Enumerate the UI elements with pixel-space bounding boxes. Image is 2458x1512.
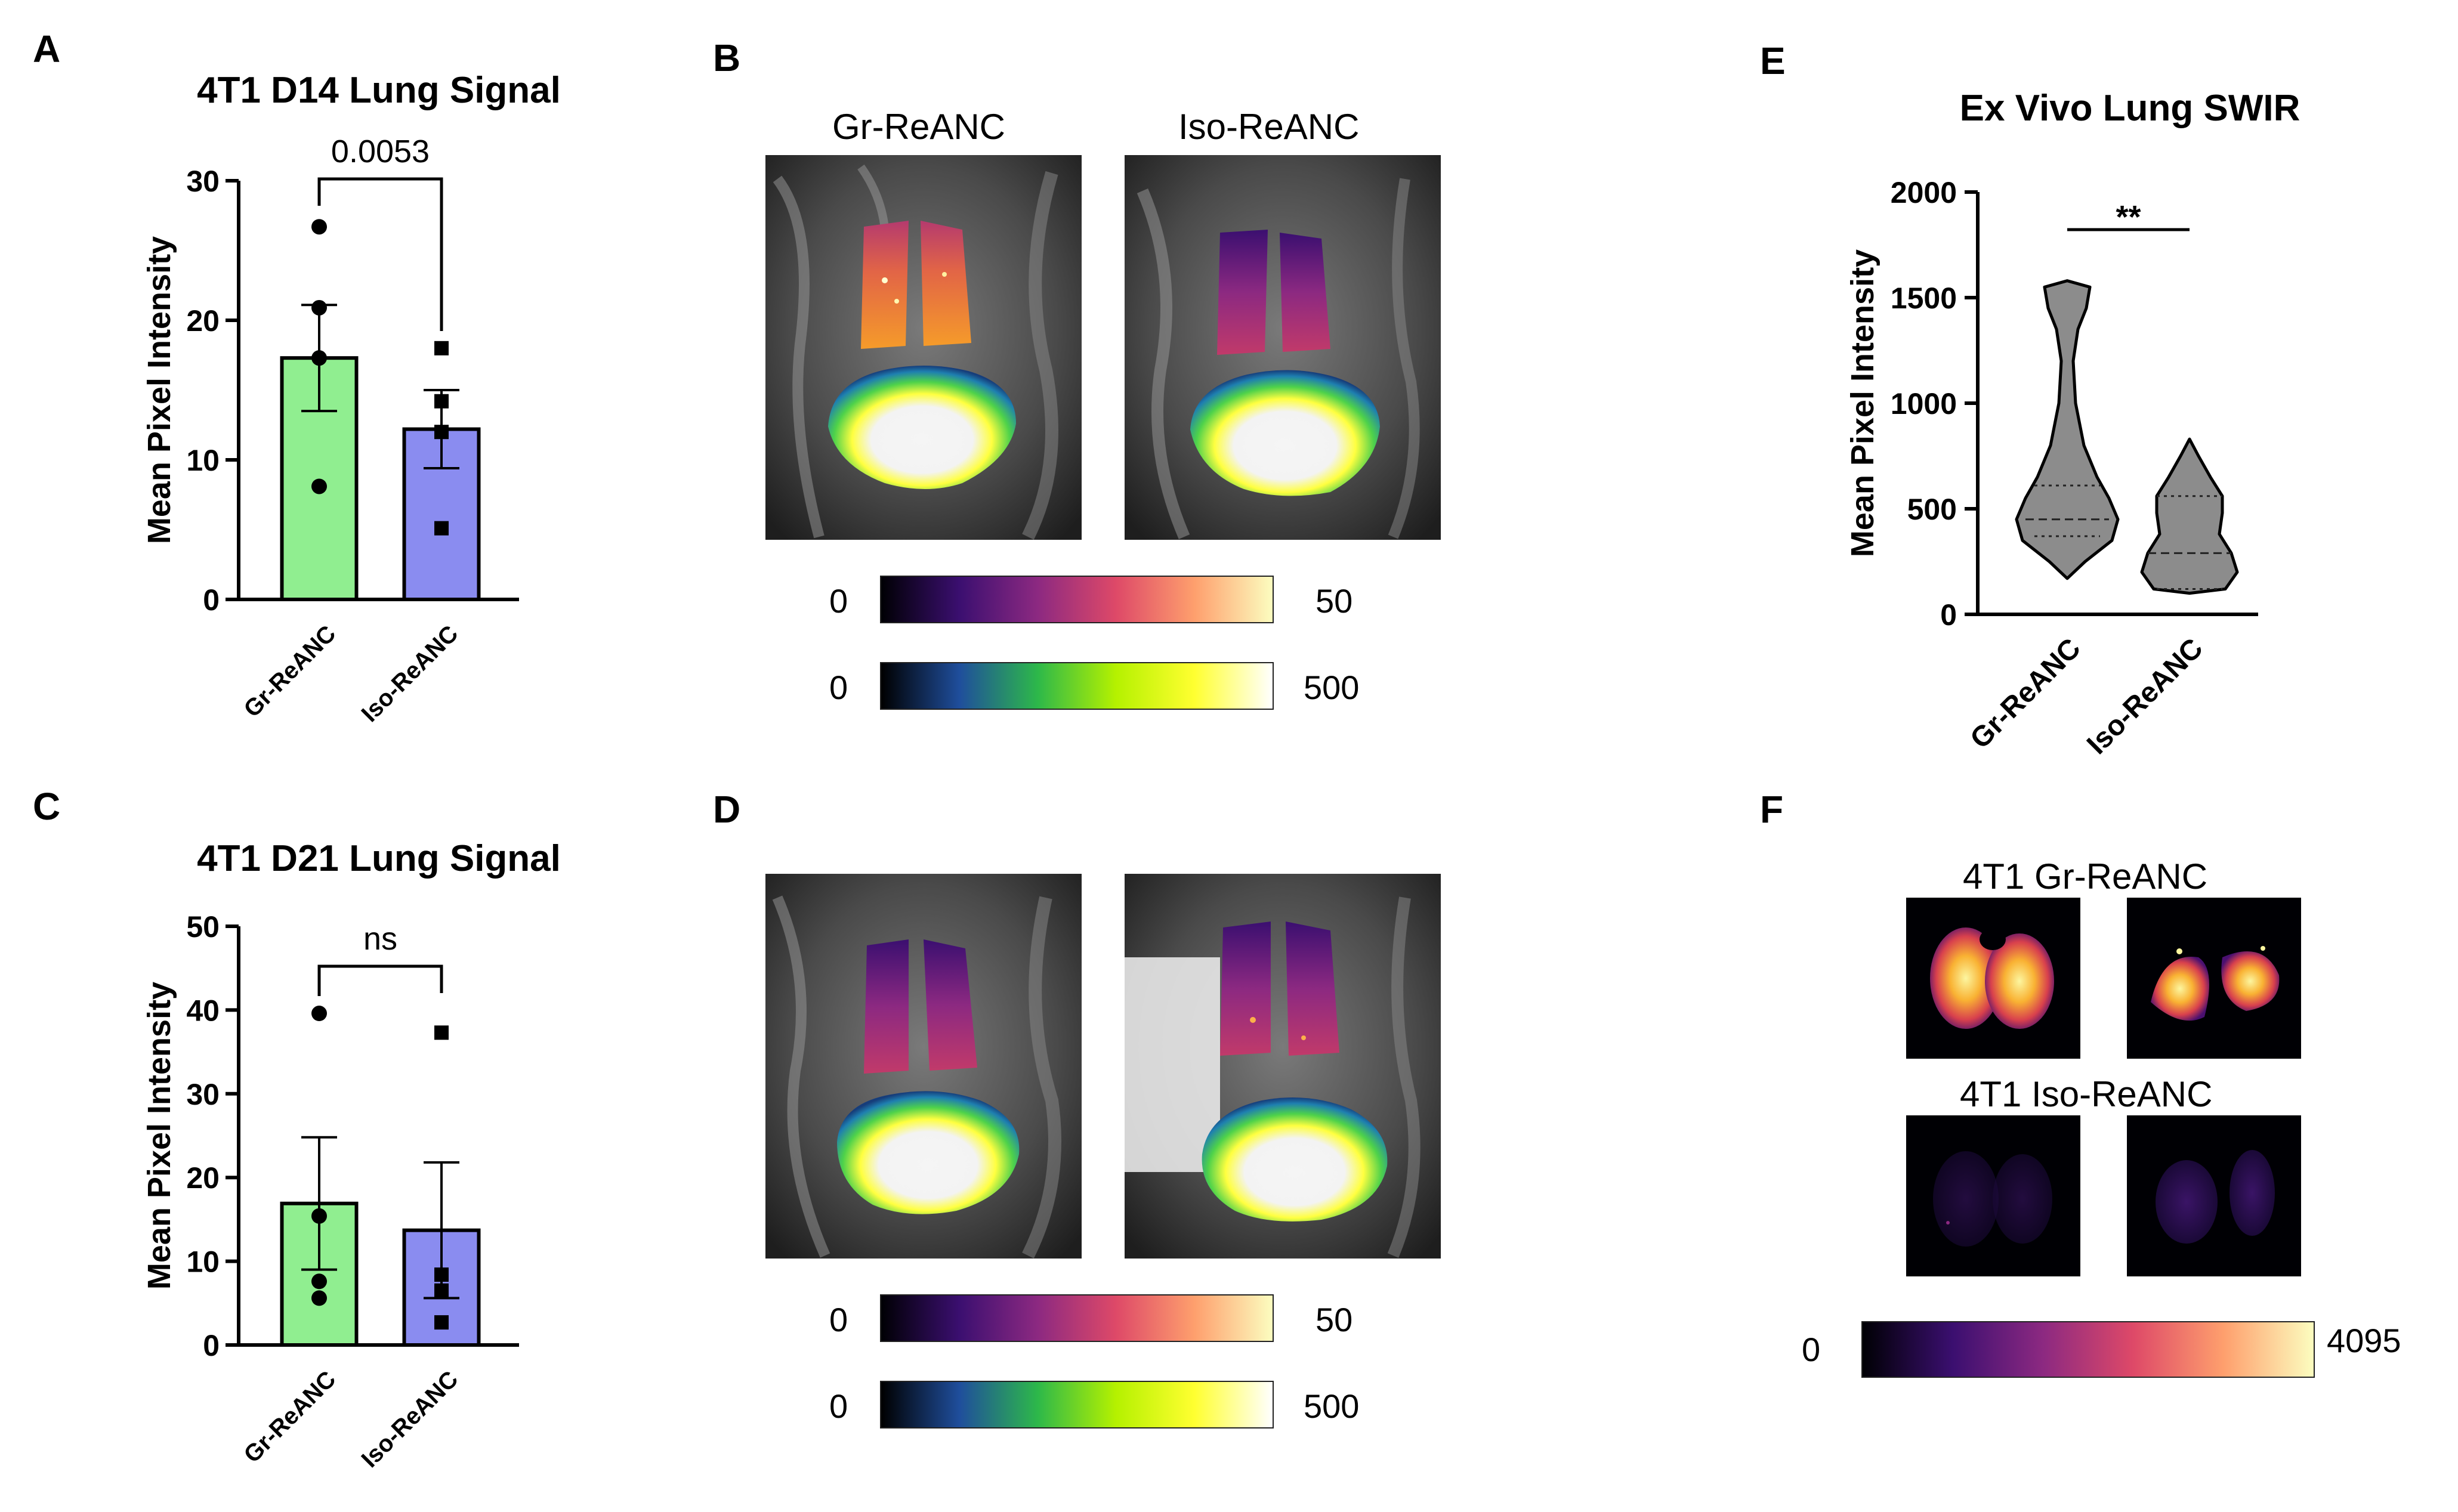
y-tick-label: 10 <box>186 1245 220 1279</box>
x-tick-label: Iso-ReANC <box>357 1366 464 1473</box>
data-point <box>434 1025 449 1040</box>
panel-b-image-iso-reanc <box>1125 155 1441 540</box>
data-point <box>434 1283 449 1298</box>
chart-title: Ex Vivo Lung SWIR <box>1960 88 2300 129</box>
y-axis-label: Mean Pixel Intensity <box>141 236 177 544</box>
x-tick-label: Gr-ReANC <box>239 1366 341 1468</box>
data-point <box>434 341 449 355</box>
panel-f-image-iso-1 <box>1906 1115 2080 1276</box>
data-point <box>434 425 449 440</box>
panel-d-colorbar-2-max: 500 <box>1304 1387 1360 1425</box>
chart-e-ex-vivo-lung-swir: Ex Vivo Lung SWIR Mean Pixel Intensity 0 50… <box>1845 88 2300 760</box>
y-tick-label: 1000 <box>1891 387 1957 420</box>
panel-d-colorbar-1-max: 50 <box>1316 1301 1353 1338</box>
data-point <box>311 350 327 366</box>
significance-label: ns <box>363 921 397 957</box>
y-tick-label: 40 <box>186 994 220 1027</box>
panel-letter-a: A <box>33 27 61 70</box>
significance-bracket <box>317 964 443 996</box>
data-point <box>311 299 327 316</box>
panel-b-image-gr-reanc <box>765 155 1082 540</box>
panel-f-colorbar-min: 0 <box>1802 1331 1821 1368</box>
panel-letter-c: C <box>33 785 61 828</box>
panel-b-colorbar-viridis <box>880 662 1274 710</box>
panel-b-colorbar-1-max: 50 <box>1316 582 1353 620</box>
data-point <box>434 1267 449 1282</box>
panel-b-colorbar-2-min: 0 <box>829 669 848 706</box>
panel-f-image-gr-2 <box>2127 898 2301 1059</box>
y-tick-label: 0 <box>203 1329 220 1362</box>
y-tick-label: 500 <box>1907 493 1957 526</box>
significance-bracket <box>317 177 443 331</box>
y-tick-label: 30 <box>186 1078 220 1111</box>
panel-letter-d: D <box>713 788 741 831</box>
panel-f-image-iso-2 <box>2127 1115 2301 1276</box>
y-tick-label: 1500 <box>1891 282 1957 315</box>
panel-f-row-label-gr-reanc: 4T1 Gr-ReANC <box>1963 857 2208 896</box>
panel-d-colorbar-viridis <box>880 1381 1274 1428</box>
data-point <box>434 521 449 536</box>
significance-label: 0.0053 <box>331 134 430 169</box>
data-point <box>311 1273 327 1290</box>
chart-a-d14-lung-signal: 4T1 D14 Lung Signal Mean Pixel Intensity 0… <box>141 70 561 727</box>
y-axis-label: Mean Pixel Intensity <box>1845 249 1880 557</box>
violin-gr-reanc <box>2015 279 2120 580</box>
panel-b-colorbar-1-min: 0 <box>829 582 848 620</box>
panel-d-image-iso-reanc <box>1125 874 1441 1259</box>
data-point <box>434 1315 449 1330</box>
panel-letter-e: E <box>1760 39 1786 82</box>
panel-f-image-gr-1 <box>1906 898 2080 1059</box>
y-tick-label: 20 <box>186 1161 220 1195</box>
data-point <box>434 394 449 409</box>
y-tick-label: 0 <box>1940 598 1957 632</box>
y-tick-label: 10 <box>186 444 220 477</box>
data-point <box>311 1006 327 1022</box>
panel-b-label-gr-reanc: Gr-ReANC <box>832 107 1006 147</box>
y-tick-label: 50 <box>186 910 220 944</box>
panel-b-colorbar-inferno <box>880 576 1274 623</box>
panel-d-image-gr-reanc <box>765 874 1082 1259</box>
y-axis-label: Mean Pixel Intensity <box>141 982 177 1290</box>
panel-f-row-label-iso-reanc: 4T1 Iso-ReANC <box>1960 1074 2213 1114</box>
chart-title: 4T1 D14 Lung Signal <box>197 70 561 111</box>
x-tick-label: Gr-ReANC <box>1964 632 2086 755</box>
panel-d-colorbar-1-min: 0 <box>829 1301 848 1338</box>
significance-label: ** <box>2116 199 2141 235</box>
panel-d-colorbar-2-min: 0 <box>829 1387 848 1425</box>
panel-letter-f: F <box>1760 788 1784 831</box>
y-tick-label: 30 <box>186 165 220 198</box>
chart-title: 4T1 D21 Lung Signal <box>197 838 561 879</box>
data-point <box>311 1208 327 1224</box>
panel-f-colorbar-max: 4095 <box>2327 1322 2401 1359</box>
y-tick-label: 2000 <box>1891 176 1957 209</box>
y-tick-label: 20 <box>186 304 220 338</box>
panel-b-label-iso-reanc: Iso-ReANC <box>1178 107 1360 147</box>
panel-f-colorbar-inferno <box>1861 1321 2315 1378</box>
panel-letter-b: B <box>713 36 741 79</box>
data-point <box>311 219 327 235</box>
panel-d-colorbar-inferno <box>880 1294 1274 1342</box>
x-tick-label: Iso-ReANC <box>2081 632 2209 760</box>
panel-b-colorbar-2-max: 500 <box>1304 669 1360 706</box>
data-point <box>311 478 327 494</box>
violin-iso-reanc <box>2140 437 2239 595</box>
y-tick-label: 0 <box>203 583 220 617</box>
data-point <box>311 1290 327 1306</box>
